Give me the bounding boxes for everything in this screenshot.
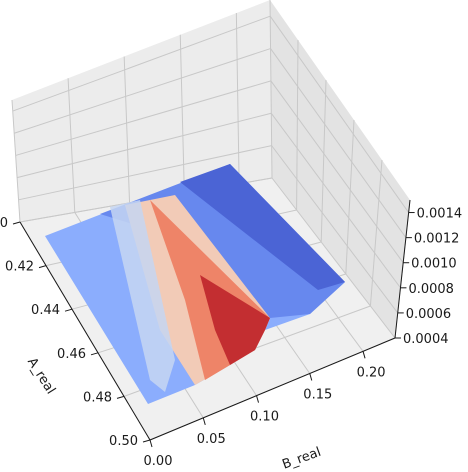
- surface-light-band: [110, 200, 175, 392]
- grid-line-x-wall: [345, 119, 355, 275]
- x-axis-ticks: 0.40 0.42 0.44 0.46 0.48 0.50: [0, 216, 151, 449]
- x-tick-label: 0.42: [5, 260, 34, 275]
- x-tick-label: 0.50: [109, 434, 138, 449]
- surface-peak: [200, 275, 270, 365]
- y-axis-label: B_real: [280, 445, 323, 472]
- x-axis-line: [19, 221, 151, 441]
- y-tick-label: 0.05: [197, 432, 226, 447]
- y-tick-mark: [149, 439, 153, 448]
- x-tick-label: 0.46: [57, 347, 86, 362]
- grid-line-z-back: [15, 80, 272, 156]
- y-tick-label: 0.10: [250, 410, 279, 425]
- grid-line-x-wall: [269, 0, 273, 179]
- grid-line-z: [271, 145, 399, 314]
- pane-back-left: [12, 0, 272, 222]
- surface: [45, 164, 345, 404]
- grid-line-y-wall: [11, 99, 21, 223]
- x-tick-mark: [142, 439, 151, 443]
- y-axis-line: [149, 337, 396, 441]
- x-tick-mark: [90, 352, 99, 356]
- grid-line-z: [270, 48, 407, 238]
- y-tick-label: 0.15: [303, 387, 332, 402]
- grid-line-z-back: [12, 15, 271, 112]
- y-tick-label: 0.00: [144, 454, 173, 469]
- surface-deep-blue: [180, 164, 345, 290]
- z-tick-label: 0.0004: [403, 332, 449, 347]
- z-tick-label: 0.0012: [414, 232, 460, 247]
- grid-line-x-wall: [369, 159, 383, 307]
- grid-line-x-wall: [320, 79, 327, 243]
- grid-line-z: [270, 80, 404, 264]
- grid-line-z-back: [14, 48, 271, 134]
- grid-line-y-wall: [235, 13, 240, 184]
- y-tick-label: 0.20: [357, 365, 386, 380]
- z-tick-label: 0.0014: [417, 207, 463, 222]
- y-tick-mark: [362, 351, 366, 359]
- x-tick-mark: [38, 265, 47, 269]
- grid-line-z: [269, 15, 410, 213]
- z-tick-label: 0.0010: [411, 257, 457, 272]
- x-tick-label: 0.40: [0, 216, 8, 231]
- grid-line-z-back: [16, 112, 272, 179]
- grid-line-y-wall: [123, 56, 131, 203]
- grid-line-z: [271, 177, 396, 339]
- grid-line-y-wall: [67, 78, 76, 213]
- y-axis-ticks: 0.00 0.05 0.10 0.15 0.20: [144, 351, 386, 469]
- x-tick-mark: [64, 308, 73, 312]
- grid-line-y-wall: [179, 34, 185, 194]
- grid-line-z-back: [18, 145, 272, 201]
- x-tick-label: 0.48: [83, 390, 112, 405]
- x-tick-mark: [116, 395, 125, 399]
- x-axis-label: A_real: [24, 355, 58, 397]
- grid-line-x-wall: [296, 39, 299, 211]
- y-tick-mark: [309, 373, 313, 381]
- y-tick-mark: [256, 395, 260, 403]
- z-axis-line: [394, 199, 411, 339]
- x-tick-label: 0.44: [31, 303, 60, 318]
- z-tick-label: 0.0006: [406, 307, 452, 322]
- y-tick-mark: [202, 417, 206, 425]
- z-tick-label: 0.0008: [408, 282, 454, 297]
- z-axis-ticks: 0.0004 0.0006 0.0008 0.0010 0.0012 0.0014: [395, 207, 462, 347]
- grid-line-z: [270, 112, 401, 289]
- x-tick-mark: [12, 221, 21, 225]
